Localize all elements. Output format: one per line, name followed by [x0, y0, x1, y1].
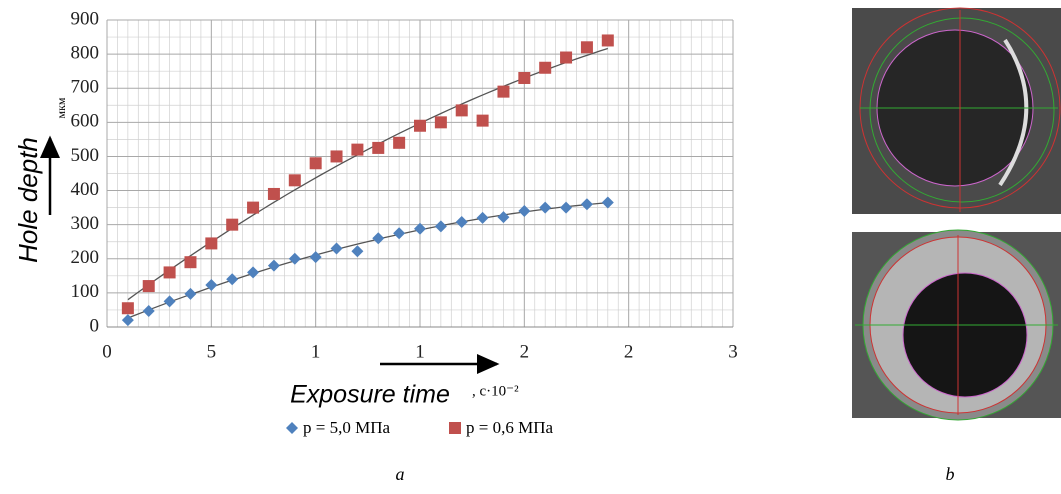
y-axis-unit: мкм [54, 97, 68, 118]
panel-label: a [396, 464, 405, 484]
x-tick-label: 5 [207, 341, 217, 362]
point [434, 116, 447, 129]
point [539, 61, 552, 74]
point [539, 201, 552, 214]
panel-label: b [946, 464, 955, 484]
point [414, 119, 426, 132]
point [580, 41, 593, 54]
point [455, 104, 468, 117]
point [226, 273, 239, 286]
point [518, 205, 531, 218]
point [601, 34, 614, 47]
y-axis-title: Hole depth [13, 137, 43, 263]
point [601, 196, 614, 209]
x-tick-label: 2 [624, 341, 634, 362]
x-tick-label: 3 [728, 341, 738, 362]
y-tick-label: 600 [71, 111, 100, 132]
point [476, 114, 489, 127]
point [497, 85, 510, 98]
point [455, 215, 468, 228]
point [184, 256, 197, 269]
point [267, 259, 280, 272]
y-tick-label: 0 [90, 315, 100, 336]
y-tick-label: 200 [71, 247, 100, 268]
point [351, 143, 364, 156]
point [163, 266, 176, 279]
point [309, 251, 322, 264]
y-tick-label: 800 [71, 42, 100, 63]
point [560, 51, 573, 64]
y-tick-label: 100 [71, 281, 100, 302]
point [184, 287, 197, 300]
point [393, 136, 406, 149]
grid [106, 19, 734, 328]
legend-marker [286, 422, 298, 434]
point [247, 201, 260, 214]
point [247, 266, 260, 279]
y-tick-label: 300 [71, 213, 100, 234]
micrograph-bottom [852, 229, 1061, 421]
point [163, 295, 176, 308]
point [560, 201, 573, 214]
point [288, 174, 301, 187]
point [393, 227, 406, 240]
x-tick-label: 0 [102, 341, 112, 362]
point [205, 237, 218, 250]
point [372, 232, 385, 245]
legend-marker [449, 422, 461, 434]
x-axis-unit: , с·10⁻² [472, 383, 519, 399]
y-tick-label: 700 [71, 77, 100, 98]
x-tick-label: 1 [311, 341, 321, 362]
point [142, 304, 155, 317]
point [288, 252, 301, 265]
point [330, 242, 343, 255]
point [309, 157, 322, 170]
point [121, 314, 134, 327]
micrograph-top [852, 7, 1061, 214]
point [518, 71, 531, 84]
point [205, 279, 218, 292]
point [497, 211, 510, 224]
point [267, 187, 280, 200]
x-axis-title: Exposure time [290, 381, 450, 409]
x-tick-label: 2 [520, 341, 530, 362]
point [142, 280, 155, 293]
point [330, 150, 343, 163]
y-tick-label: 900 [71, 8, 100, 29]
legend: p = 5,0 МПа p = 0,6 МПа [286, 418, 553, 437]
y-tick-label: 500 [71, 145, 100, 166]
y-tick-label: 400 [71, 179, 100, 200]
legend-label: p = 5,0 МПа [303, 418, 390, 437]
point [580, 198, 593, 211]
point [414, 222, 426, 235]
legend-label: p = 0,6 МПа [466, 418, 553, 437]
point [476, 211, 489, 224]
point [226, 218, 239, 231]
point [372, 141, 385, 154]
point [121, 302, 134, 315]
x-tick-label: 1 [415, 341, 425, 362]
point [434, 220, 447, 233]
point [351, 245, 364, 258]
